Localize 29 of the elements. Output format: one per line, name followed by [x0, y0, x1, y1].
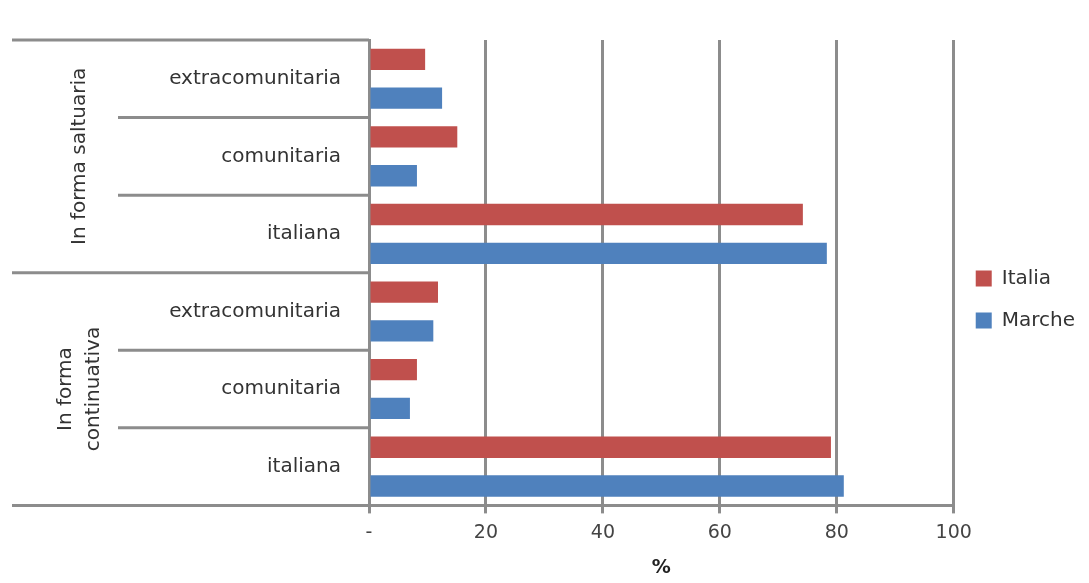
x-tick-label: 20: [473, 519, 499, 542]
y-tick-label: comunitaria: [221, 142, 341, 167]
x-axis-title: %: [651, 554, 671, 577]
legend-label: Italia: [1001, 264, 1052, 289]
bar: [370, 320, 434, 342]
x-tick-label: 40: [590, 519, 615, 542]
bar: [370, 436, 831, 458]
bar: [370, 358, 417, 381]
x-tick-label: 80: [824, 519, 849, 542]
y-tick-label: extracomunitaria: [169, 297, 341, 322]
legend-label: Marche: [1001, 306, 1076, 331]
y-tick-label: italiana: [267, 452, 341, 477]
y-tick-label: italiana: [267, 220, 341, 245]
y-tick-label: comunitaria: [221, 375, 341, 400]
bar: [370, 281, 438, 303]
x-tick-label: -: [365, 519, 373, 542]
text: In forma continuativa: [52, 326, 105, 452]
text: In forma saltuaria: [66, 67, 91, 245]
bar: [370, 242, 827, 264]
y-tick-label: extracomunitaria: [169, 64, 341, 89]
bar: [370, 48, 426, 71]
x-tick-label: 100: [935, 519, 972, 542]
bar: [370, 397, 410, 420]
x-tick-label: 60: [707, 519, 732, 542]
bar: [370, 203, 803, 226]
bar: [370, 126, 458, 148]
bar: [370, 475, 844, 497]
bar: [370, 165, 417, 187]
bar: [370, 87, 443, 109]
